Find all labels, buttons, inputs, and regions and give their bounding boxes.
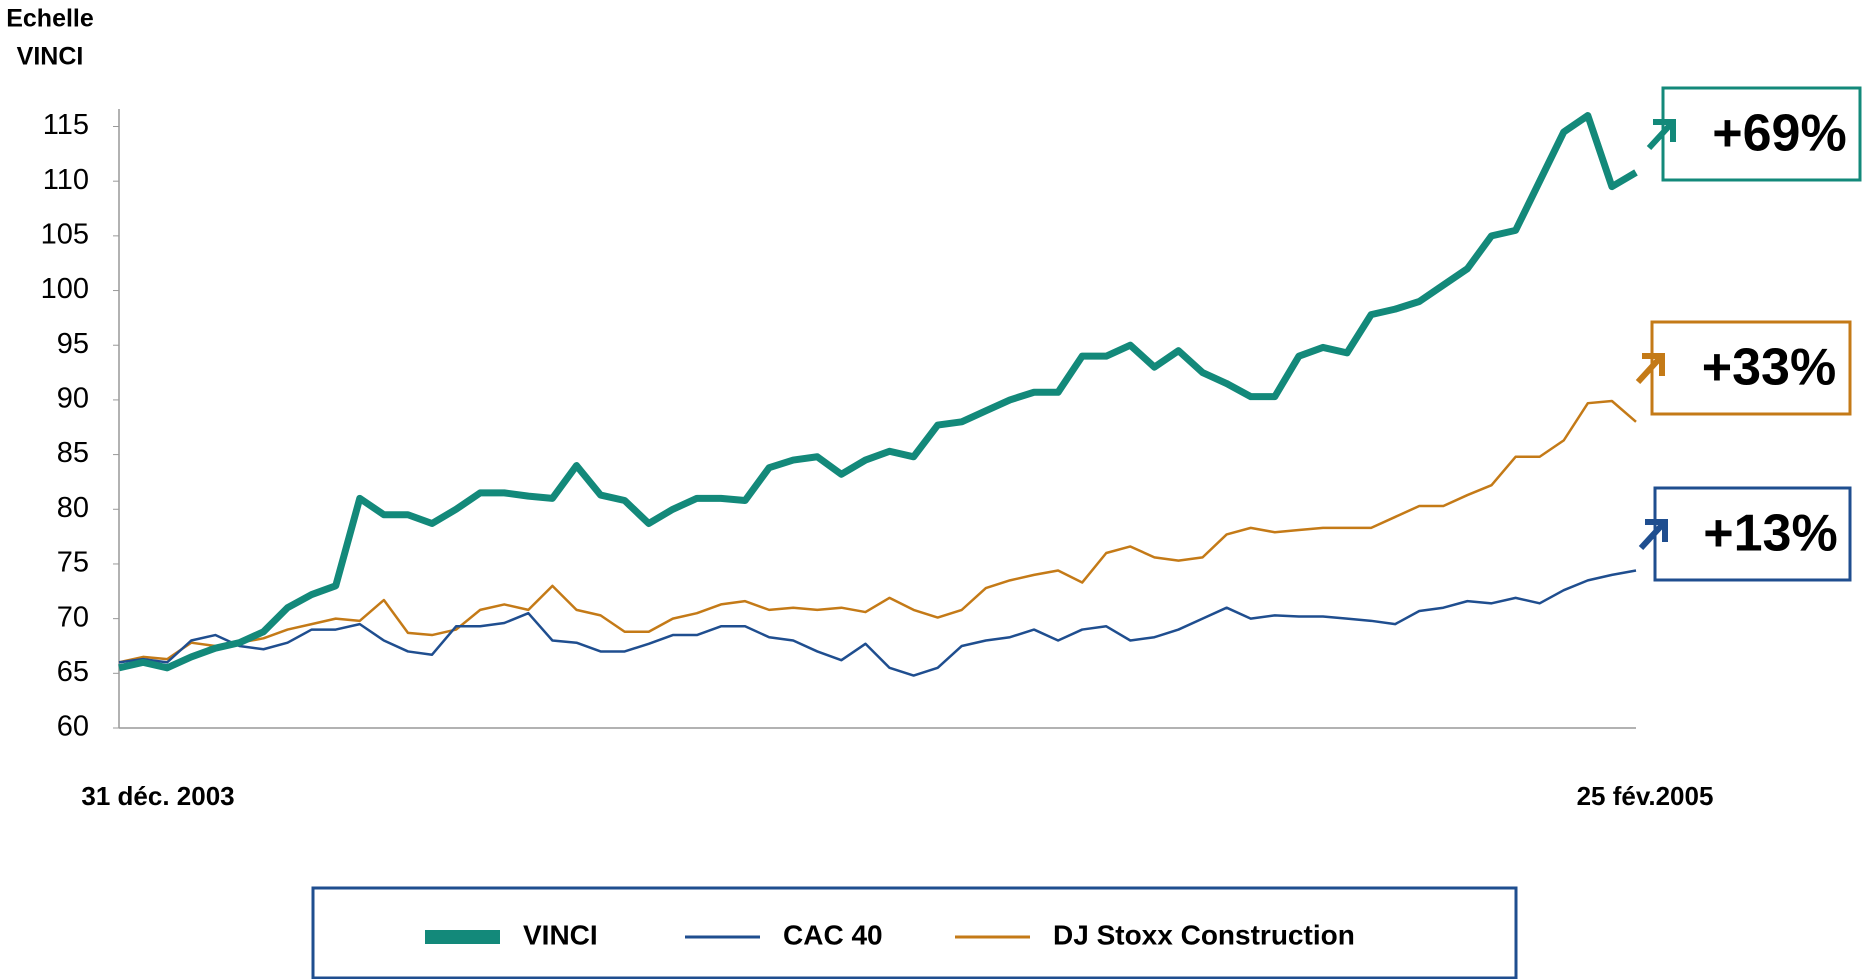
- y-tick-label: 65: [57, 656, 89, 688]
- x-tick-label: 31 déc. 2003: [81, 781, 234, 811]
- annotation-arrow: [1638, 519, 1668, 551]
- legend-label: DJ Stoxx Construction: [1053, 919, 1355, 950]
- legend-label: VINCI: [523, 919, 598, 950]
- annotation-text: +33%: [1702, 339, 1836, 397]
- y-tick-label: 105: [41, 219, 89, 251]
- y-tick-label: 100: [41, 273, 89, 305]
- y-tick-label: 70: [57, 601, 89, 633]
- x-tick-label: 25 fév.2005: [1577, 781, 1714, 811]
- y-tick-label: 95: [57, 328, 89, 360]
- y-tick-label: 90: [57, 383, 89, 415]
- series-line: [118, 569, 1637, 677]
- legend-label: CAC 40: [783, 919, 883, 950]
- y-tick-label: 115: [43, 109, 89, 141]
- y-tick-label: 80: [57, 492, 89, 524]
- annotation-text: +69%: [1712, 105, 1846, 163]
- y-tick-label: 75: [57, 547, 89, 579]
- annotation-box: [1650, 320, 1852, 416]
- legend-box: [311, 886, 1518, 979]
- annotation-arrow: [1646, 119, 1676, 151]
- annotation-box: [1653, 486, 1852, 582]
- series-line: [118, 399, 1637, 664]
- series-line: [118, 112, 1638, 672]
- y-tick-label: 110: [43, 164, 89, 196]
- y-tick-label: 60: [57, 711, 89, 743]
- annotation-text: +13%: [1703, 505, 1837, 563]
- y-tick-label: 85: [57, 437, 89, 469]
- annotation-arrow: [1635, 353, 1665, 385]
- y-axis-label: Echelle: [6, 5, 94, 33]
- y-axis-label: VINCI: [17, 43, 84, 71]
